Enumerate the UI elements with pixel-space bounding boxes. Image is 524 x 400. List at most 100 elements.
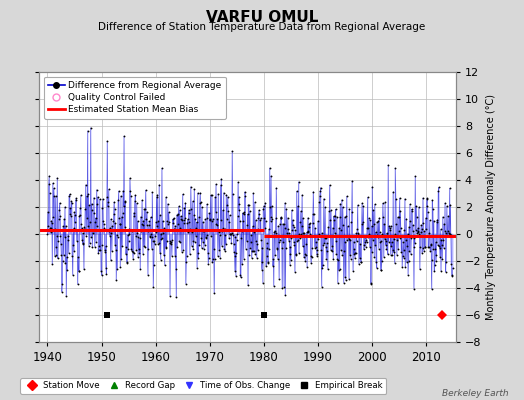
Point [279, 221, 288, 227]
Point [217, 242, 226, 249]
Point [80, 224, 89, 230]
Point [154, 218, 162, 224]
Point [292, 252, 300, 258]
Point [393, 237, 401, 243]
Point [152, 219, 160, 225]
Point [365, 215, 373, 221]
Point [214, 190, 223, 197]
Point [78, 237, 86, 244]
Point [169, 216, 177, 223]
Point [305, 231, 314, 237]
Point [165, 218, 173, 225]
Point [43, 231, 51, 237]
Point [149, 238, 157, 244]
Point [421, 244, 429, 250]
Point [281, 200, 289, 206]
Point [72, 195, 81, 202]
Point [146, 233, 154, 239]
Point [288, 207, 296, 213]
Point [407, 251, 415, 257]
Point [203, 201, 211, 207]
Point [241, 189, 249, 195]
Point [336, 200, 345, 207]
Point [272, 214, 280, 221]
Point [224, 208, 233, 214]
Text: Berkeley Earth: Berkeley Earth [442, 389, 508, 398]
Point [320, 196, 328, 202]
Point [405, 248, 413, 254]
Point [374, 217, 383, 224]
Point [359, 203, 368, 210]
Point [132, 247, 140, 254]
Point [366, 280, 375, 286]
Point [382, 238, 390, 244]
Point [144, 272, 152, 278]
Point [176, 225, 184, 232]
Point [376, 229, 384, 235]
Point [333, 214, 341, 221]
Point [195, 242, 203, 248]
Point [401, 237, 410, 244]
Point [118, 243, 126, 249]
Point [162, 194, 170, 200]
Point [242, 246, 250, 252]
Point [211, 256, 219, 262]
Point [446, 231, 454, 238]
Point [238, 261, 246, 268]
Point [84, 223, 92, 229]
Point [310, 211, 318, 218]
Point [260, 225, 269, 231]
Point [420, 248, 428, 254]
Point [107, 216, 115, 222]
Point [91, 244, 99, 250]
Point [362, 244, 370, 250]
Point [252, 217, 260, 224]
Point [137, 213, 145, 220]
Point [434, 242, 442, 248]
Point [229, 232, 237, 239]
Point [54, 238, 62, 244]
Point [290, 242, 299, 248]
Point [309, 211, 317, 217]
Point [261, 200, 269, 206]
Point [282, 244, 290, 251]
Point [313, 250, 322, 257]
Point [93, 201, 102, 208]
Point [125, 226, 133, 232]
Point [71, 212, 80, 218]
Point [79, 241, 87, 248]
Point [357, 221, 366, 228]
Point [322, 244, 330, 250]
Legend: Station Move, Record Gap, Time of Obs. Change, Empirical Break: Station Move, Record Gap, Time of Obs. C… [20, 378, 386, 394]
Point [202, 232, 211, 238]
Point [153, 223, 161, 230]
Point [264, 260, 272, 267]
Point [293, 203, 302, 209]
Point [49, 214, 58, 220]
Point [259, 206, 268, 212]
Point [441, 269, 450, 275]
Point [352, 250, 360, 256]
Point [363, 239, 371, 245]
Point [424, 209, 432, 215]
Point [436, 226, 445, 233]
Point [334, 280, 342, 286]
Point [302, 241, 310, 247]
Point [167, 240, 176, 247]
Point [348, 178, 356, 184]
Point [232, 273, 240, 279]
Point [121, 224, 129, 230]
Point [162, 244, 171, 251]
Point [425, 217, 434, 224]
Point [210, 290, 219, 296]
Point [102, 271, 111, 278]
Point [336, 214, 344, 220]
Point [79, 240, 88, 246]
Point [86, 124, 95, 131]
Point [166, 240, 174, 246]
Point [219, 207, 227, 214]
Point [123, 260, 132, 266]
Point [311, 244, 320, 250]
Point [363, 194, 372, 200]
Point [440, 220, 449, 227]
